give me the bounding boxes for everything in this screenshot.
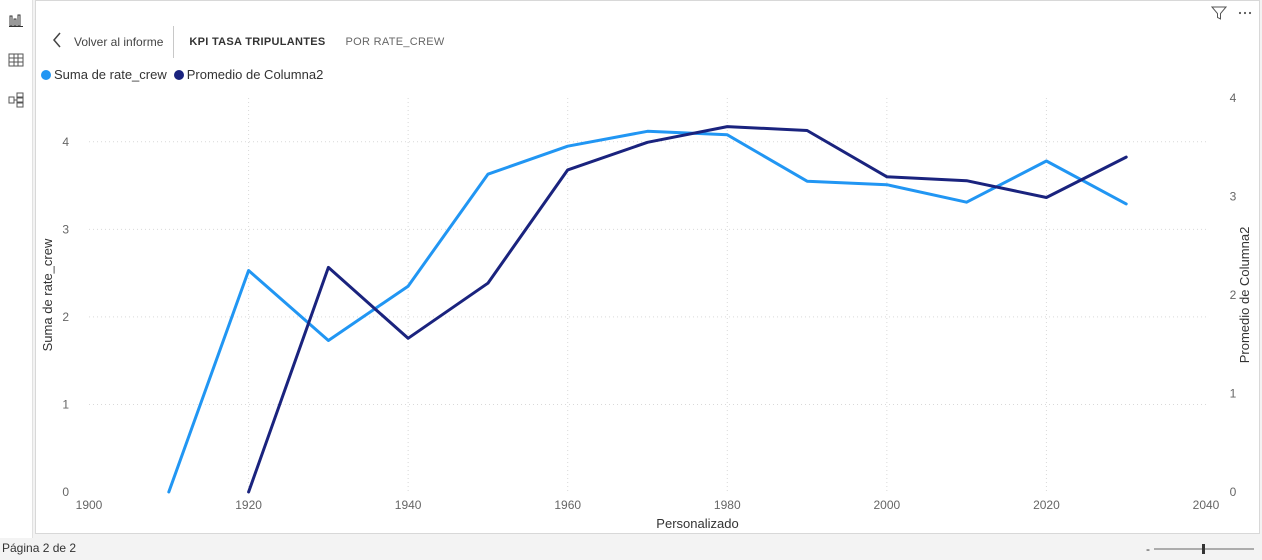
page-indicator: Página 2 de 2 (2, 541, 77, 555)
zoom-slider-handle[interactable] (1202, 544, 1205, 554)
legend-item-series-2[interactable]: Promedio de Columna2 (173, 67, 324, 82)
status-bar: Página 2 de 2 - (0, 538, 1262, 560)
y-left-tick-label: 3 (62, 222, 69, 236)
zoom-control: - (1146, 542, 1254, 556)
y-left-axis-title: Suma de rate_crew (40, 238, 55, 351)
visual-title: KPI TASA TRIPULANTES (189, 36, 326, 48)
line-chart: 0 1 2 3 4 1900 1920 1940 1960 1980 2000 2020 2040 0 1 2… (40, 91, 1252, 531)
y-left-tick-label: 0 (62, 485, 69, 499)
series-line-2 (247, 125, 1128, 494)
legend-dot-series-2 (173, 69, 184, 80)
chevron-left-icon (52, 32, 62, 53)
zoom-minus-button[interactable]: - (1146, 542, 1150, 556)
back-label: Volver al informe (74, 35, 164, 49)
y-right-tick-label: 3 (1230, 190, 1237, 204)
x-tick-label: 1960 (554, 498, 581, 512)
x-tick-label: 1920 (235, 498, 262, 512)
y-left-tick-label: 2 (62, 310, 69, 324)
y-right-tick-label: 0 (1230, 485, 1237, 499)
x-tick-label: 1940 (395, 498, 422, 512)
legend-label-series-1: Suma de rate_crew (54, 67, 167, 82)
x-axis-title: Personalizado (656, 516, 738, 531)
legend-item-series-1[interactable]: Suma de rate_crew (41, 67, 167, 82)
report-canvas: Volver al informe KPI TASA TRIPULANTES P… (35, 0, 1260, 534)
x-tick-label: 1900 (76, 498, 103, 512)
x-tick-label: 2020 (1033, 498, 1060, 512)
more-options-icon[interactable] (1237, 5, 1253, 26)
drillthrough-header: Volver al informe KPI TASA TRIPULANTES P… (36, 25, 445, 59)
visual-subtitle: POR RATE_CREW (345, 36, 445, 48)
visual-header-tools (1210, 5, 1253, 26)
y-right-tick-label: 2 (1230, 288, 1237, 302)
chart-legend: Suma de rate_crew Promedio de Columna2 (41, 67, 330, 82)
legend-label-series-2: Promedio de Columna2 (186, 67, 324, 82)
model-icon[interactable] (6, 90, 26, 110)
filter-icon[interactable] (1210, 5, 1228, 26)
left-rail (0, 0, 33, 538)
x-tick-label: 2040 (1193, 498, 1220, 512)
bar-chart-icon[interactable] (6, 10, 26, 30)
y-left-tick-label: 4 (62, 135, 69, 149)
y-right-axis-title: Promedio de Columna2 (1237, 227, 1252, 364)
zoom-slider[interactable] (1154, 543, 1254, 555)
table-icon[interactable] (6, 50, 26, 70)
y-right-tick-label: 1 (1230, 387, 1237, 401)
x-tick-label: 1980 (714, 498, 741, 512)
legend-dot-series-1 (41, 69, 51, 80)
series-line-1 (167, 129, 1128, 494)
y-right-tick-label: 4 (1230, 91, 1237, 105)
x-tick-label: 2000 (874, 498, 901, 512)
back-to-report-button[interactable]: Volver al informe (36, 26, 175, 58)
y-left-tick-label: 1 (62, 397, 69, 411)
